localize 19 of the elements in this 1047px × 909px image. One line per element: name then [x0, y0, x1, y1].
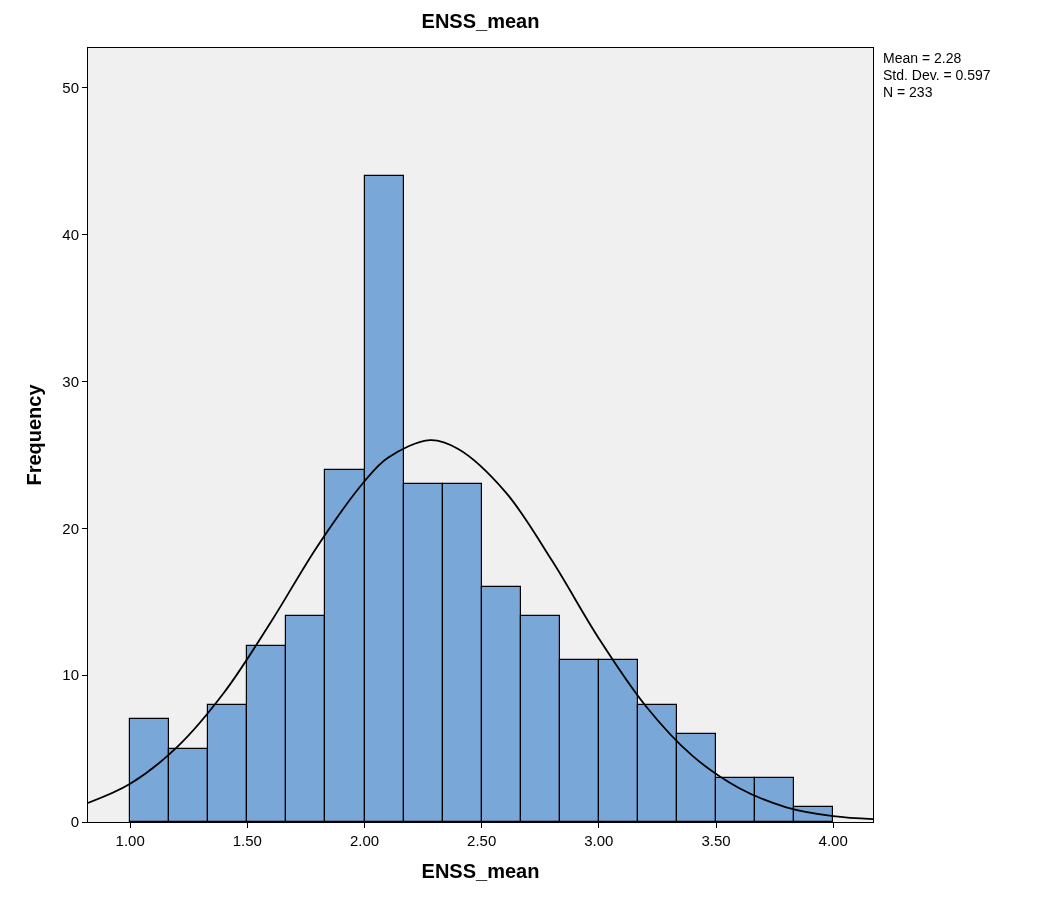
y-tick-label: 10	[62, 666, 79, 684]
y-tick-label: 50	[62, 78, 79, 96]
chart-title: ENSS_mean	[421, 9, 540, 32]
x-tick-label: 1.00	[115, 832, 145, 849]
y-tick-label: 20	[62, 519, 79, 537]
y-tick-label: 0	[70, 813, 79, 831]
text: Std. Dev. = 0.597	[883, 67, 991, 83]
y-tick-label: 30	[62, 372, 79, 390]
x-axis-title: ENSS_mean	[421, 859, 540, 882]
y-tick-label: 40	[62, 225, 79, 243]
x-tick-label: 2.00	[349, 832, 380, 849]
x-tick-label: 4.00	[818, 832, 848, 849]
text: Mean = 2.28	[883, 50, 962, 66]
x-tick-label: 3.00	[584, 832, 614, 849]
x-tick-label: 3.50	[701, 832, 731, 849]
x-tick-label: 1.50	[232, 832, 262, 849]
x-tick-label: 2.50	[467, 832, 497, 849]
y-axis-title: Frequency	[22, 383, 45, 486]
text: N = 233	[883, 84, 933, 100]
